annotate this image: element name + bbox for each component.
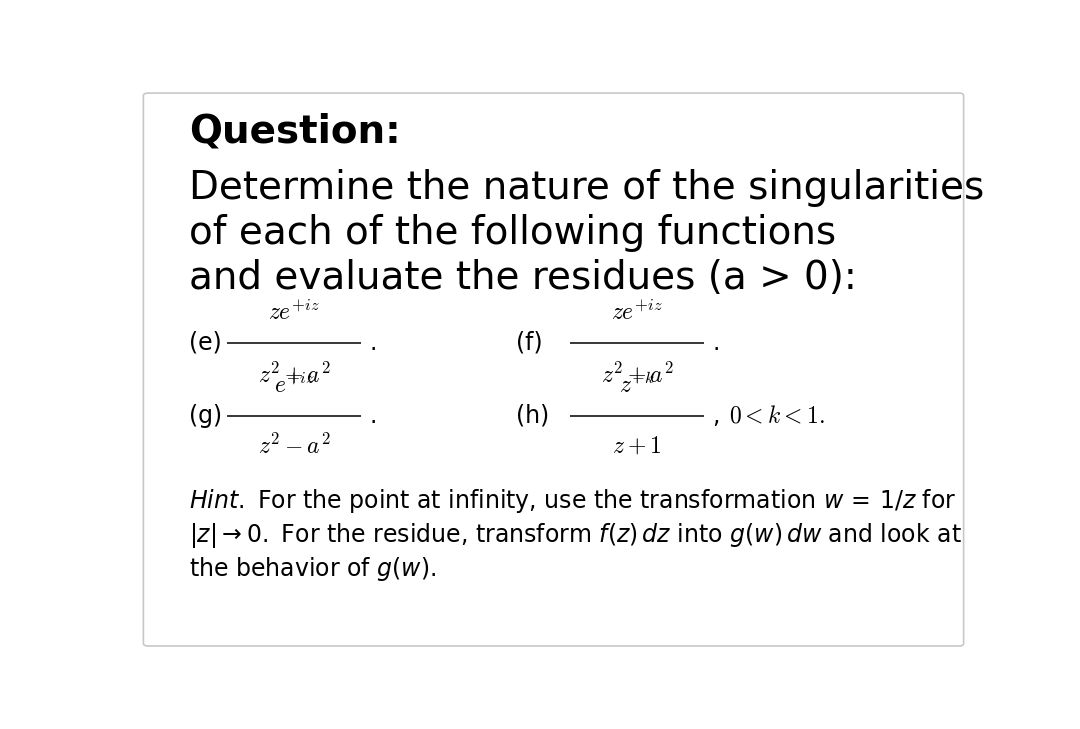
Text: (e): (e) xyxy=(189,331,222,355)
Text: $z^2 - a^2$: $z^2 - a^2$ xyxy=(258,434,330,459)
FancyBboxPatch shape xyxy=(144,93,963,646)
Text: (f): (f) xyxy=(516,331,542,355)
Text: $ze^{+iz}$: $ze^{+iz}$ xyxy=(611,300,663,325)
Text: the behavior of $g(w)$.: the behavior of $g(w)$. xyxy=(189,555,436,582)
Text: $z^2 + a^2$: $z^2 + a^2$ xyxy=(600,361,674,386)
Text: $z^2 + a^2$: $z^2 + a^2$ xyxy=(258,361,330,386)
Text: $0 < k < 1.$: $0 < k < 1.$ xyxy=(729,404,825,428)
Text: $|z| \to 0.$ For the residue, transform $f(z)\,dz$ into $g(w)\,dw$ and look at: $|z| \to 0.$ For the residue, transform … xyxy=(189,521,962,550)
Text: $z^{-k}$: $z^{-k}$ xyxy=(619,373,656,398)
Text: and evaluate the residues (a > 0):: and evaluate the residues (a > 0): xyxy=(189,259,858,297)
Text: $z + 1$: $z + 1$ xyxy=(612,434,662,458)
Text: $\mathit{Hint}$$.$ For the point at infinity, use the transformation $w\,=\,1/z$: $\mathit{Hint}$$.$ For the point at infi… xyxy=(189,487,957,515)
Text: (h): (h) xyxy=(516,404,549,428)
Text: .: . xyxy=(369,404,377,428)
Text: $ze^{+iz}$: $ze^{+iz}$ xyxy=(268,300,320,325)
Text: Question:: Question: xyxy=(189,113,401,151)
Text: $e^{+iz}$: $e^{+iz}$ xyxy=(273,373,314,398)
Text: Determine the nature of the singularities: Determine the nature of the singularitie… xyxy=(189,169,985,207)
Text: .: . xyxy=(369,331,377,355)
Text: ,: , xyxy=(713,404,720,428)
Text: of each of the following functions: of each of the following functions xyxy=(189,214,837,252)
Text: .: . xyxy=(713,331,720,355)
Text: (g): (g) xyxy=(189,404,222,428)
